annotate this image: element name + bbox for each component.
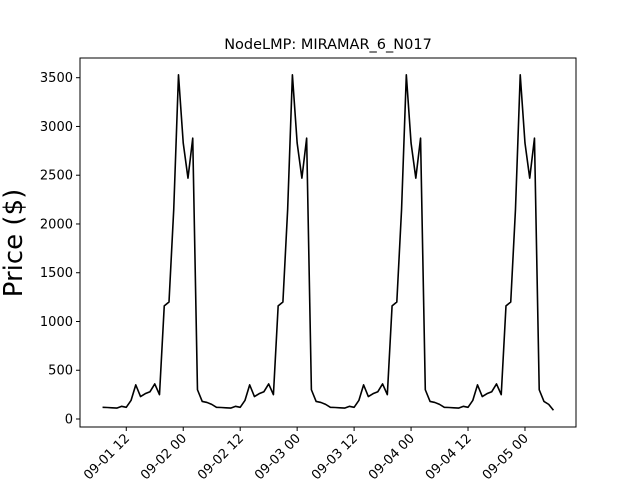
x-tick-label: 09-05 00 <box>480 431 532 480</box>
y-tick-label: 3500 <box>40 71 73 86</box>
plot-area <box>79 57 577 428</box>
y-tick-label: 0 <box>65 413 73 428</box>
price-line <box>102 73 555 411</box>
y-axis-label: Price ($) <box>0 189 29 298</box>
x-tick-label: 09-03 00 <box>252 431 304 480</box>
y-tick-label: 3000 <box>40 120 73 135</box>
y-tick-label: 1500 <box>40 266 73 281</box>
y-tick-label: 2500 <box>40 169 73 184</box>
y-tick-label: 500 <box>48 364 73 379</box>
x-tick-label: 09-02 00 <box>138 431 190 480</box>
chart-title: NodeLMP: MIRAMAR_6_N017 <box>224 37 432 53</box>
x-tick-label: 09-03 12 <box>309 431 361 480</box>
y-tick-label: 2000 <box>40 217 73 232</box>
x-tick-label: 09-01 12 <box>81 431 133 480</box>
x-tick-label: 09-04 00 <box>366 431 418 480</box>
x-tick-label: 09-04 12 <box>423 431 475 480</box>
x-tick-label: 09-02 12 <box>195 431 247 480</box>
y-tick-label: 1000 <box>40 315 73 330</box>
